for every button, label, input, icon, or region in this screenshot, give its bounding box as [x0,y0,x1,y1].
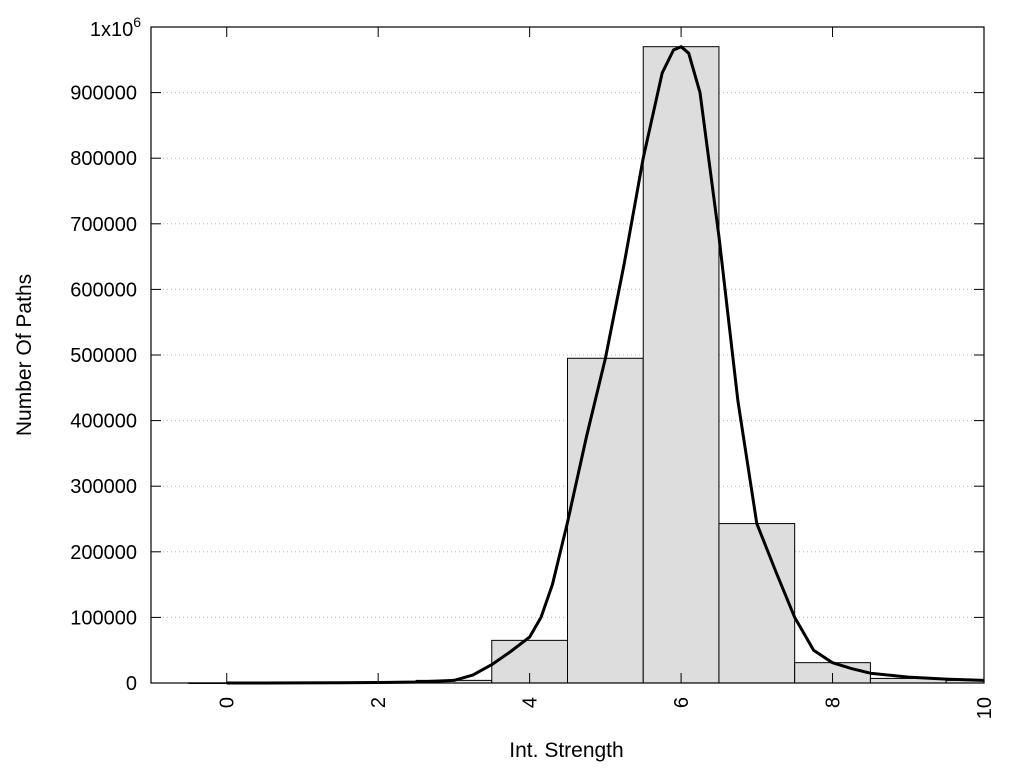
x-axis-title: Int. Strength [509,739,623,762]
y-axis-top-label-exponent: 6 [133,14,141,30]
y-tick-label-3: 300000 [70,476,137,498]
y-tick-label-2: 200000 [70,542,137,564]
y-tick-label-8: 800000 [70,148,137,170]
y-axis-top-label: 1x106 [90,14,141,41]
x-tick-label-2: 4 [520,697,542,708]
bar-7 [718,523,796,684]
histogram-bars [188,46,985,684]
y-tick-label-5: 500000 [70,345,137,367]
x-axis-ticks: 0 2 4 6 8 10 [217,27,996,719]
y-tick-label-4: 400000 [70,411,137,433]
y-tick-label-9: 900000 [70,83,137,105]
bar-5 [567,357,644,684]
x-tick-label-4: 8 [823,697,845,708]
x-tick-label-1: 2 [368,697,390,708]
bar-6 [642,46,720,684]
x-tick-label-5: 10 [974,697,996,719]
y-tick-label-6: 600000 [70,279,137,301]
x-tick-label-0: 0 [217,697,239,708]
y-tick-label-1: 100000 [70,607,137,629]
y-axis-title: Number Of Paths [13,274,36,436]
y-tick-label-7: 700000 [70,214,137,236]
y-tick-label-0: 0 [126,673,137,695]
x-tick-label-3: 6 [671,697,693,708]
fit-curve [226,45,985,685]
y-axis-ticks: 0 100000 200000 300000 400000 500000 600000 700… [70,83,984,695]
